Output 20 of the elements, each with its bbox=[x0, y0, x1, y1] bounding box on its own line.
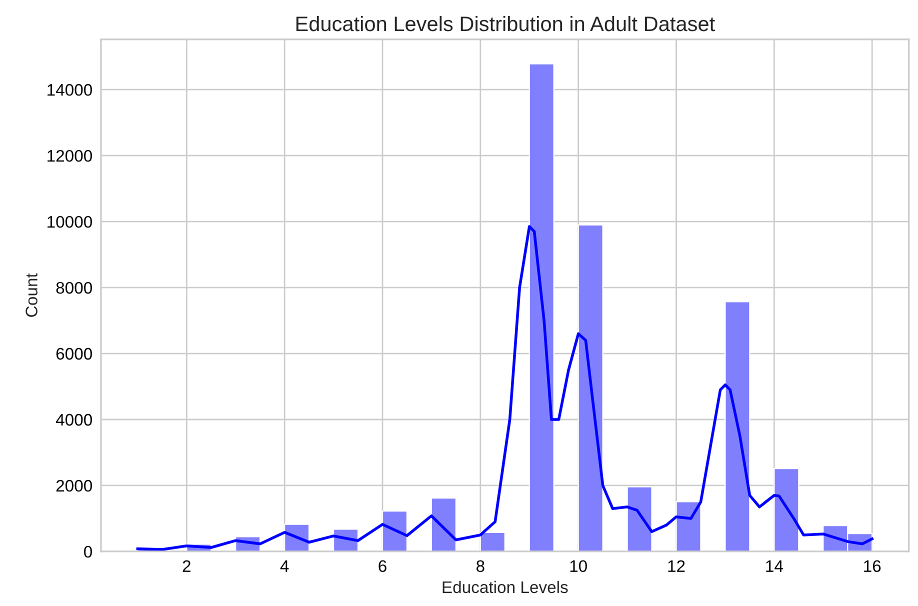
x-tick-label: 6 bbox=[378, 560, 386, 572]
x-tick-label: 4 bbox=[280, 560, 289, 572]
x-tick-label: 2 bbox=[182, 560, 190, 572]
y-tick-label: 2000 bbox=[56, 480, 92, 492]
x-axis-title: Education Levels bbox=[442, 580, 568, 594]
x-tick-label: 12 bbox=[668, 560, 685, 572]
y-tick-label: 6000 bbox=[56, 348, 92, 360]
y-tick-label: 10000 bbox=[48, 216, 92, 228]
y-axis-title: Count bbox=[26, 273, 38, 317]
y-tick-label: 0 bbox=[84, 546, 92, 558]
chart-title: Education Levels Distribution in Adult Dataset bbox=[296, 16, 715, 32]
y-tick-label: 12000 bbox=[48, 150, 92, 162]
y-tick-label: 4000 bbox=[56, 414, 92, 426]
x-tick-label: 14 bbox=[766, 560, 783, 572]
y-tick-label: 8000 bbox=[56, 282, 92, 294]
line-series bbox=[136, 225, 874, 551]
x-tick-label: 8 bbox=[476, 560, 484, 572]
x-tick-label: 16 bbox=[864, 560, 881, 572]
y-tick-label: 14000 bbox=[48, 84, 92, 96]
x-tick-label: 10 bbox=[570, 560, 587, 572]
